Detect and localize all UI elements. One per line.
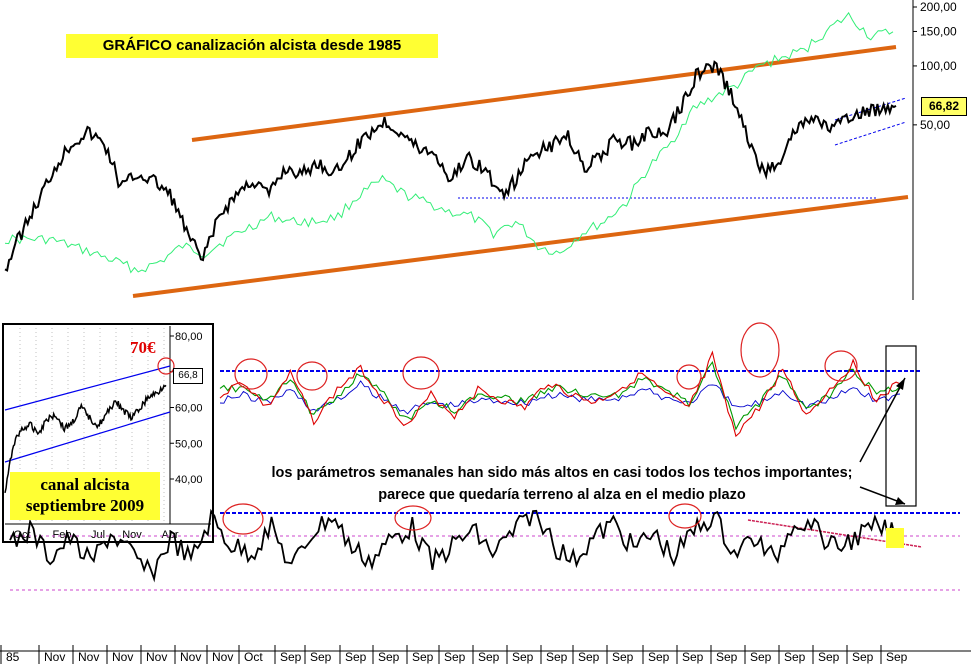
upper-channel-line — [191, 45, 897, 142]
inset-price-tick-label: 60,00 — [175, 403, 203, 415]
inset-price-tick-label: 50,00 — [175, 438, 203, 450]
time-tick-label: Sep — [648, 650, 670, 664]
time-tick-label: Sep — [512, 650, 534, 664]
oscillator-peak-circles — [234, 322, 858, 391]
time-tick-label: Sep — [852, 650, 874, 664]
oscillator2-peak-circles — [222, 503, 702, 535]
note-arrow-up-head — [896, 378, 905, 390]
price-series-line — [4, 60, 897, 272]
time-axis: 85 Nov Nov Nov Nov Nov Nov Oct Sep Sep Sep Sep Sep Se… — [0, 645, 908, 664]
inset-target-circle — [157, 357, 175, 375]
time-tick-label: Nov — [180, 650, 201, 664]
time-tick-label: Nov — [212, 650, 233, 664]
last-price-label: 66,82 — [921, 97, 967, 116]
time-tick-label: Oct — [244, 650, 263, 664]
time-tick-label: Sep — [612, 650, 634, 664]
inset-last-price-label: 66,8 — [173, 368, 203, 384]
short-channel-lower — [834, 121, 907, 146]
inset-price-line — [4, 384, 167, 494]
note-arrow-up — [859, 377, 906, 463]
analysis-note: los parámetros semanales han sido más al… — [271, 465, 853, 503]
time-tick-label: Sep — [750, 650, 772, 664]
time-tick-label: Sep — [886, 650, 908, 664]
time-tick-label: Nov — [112, 650, 133, 664]
oscillator-line — [219, 360, 901, 431]
time-tick-label: Sep — [345, 650, 367, 664]
price-tick-label: 50,00 — [920, 118, 950, 132]
time-tick-label: Sep — [478, 650, 500, 664]
price-series-group — [4, 11, 897, 274]
time-tick-label: Sep — [412, 650, 434, 664]
price-tick-label: 150,00 — [920, 24, 957, 38]
lower-channel-line — [132, 195, 909, 298]
inset-time-tick-label: Jul — [91, 529, 105, 541]
current-zone-box — [885, 345, 917, 507]
chart-title: GRÁFICO canalización alcista desde 1985 — [66, 34, 438, 58]
time-tick-label: Sep — [444, 650, 466, 664]
time-tick-label: Sep — [378, 650, 400, 664]
time-tick-label: 85 — [6, 650, 20, 664]
price-tick-label: 200,00 — [920, 0, 957, 14]
time-tick-label: Nov — [146, 650, 167, 664]
time-tick-label: Sep — [280, 650, 302, 664]
time-tick-label: Sep — [784, 650, 806, 664]
inset-channel-lower — [4, 411, 171, 463]
inset-caption: canal alcista septiembre 2009 — [10, 472, 160, 520]
green-series-line — [4, 11, 894, 274]
time-tick-label: Sep — [578, 650, 600, 664]
note-arrow-down-head — [895, 497, 905, 505]
oscillator-series-group — [219, 350, 901, 438]
time-tick-label: Sep — [546, 650, 568, 664]
inset-time-tick-label: Nov — [122, 529, 142, 541]
time-tick-label: Sep — [716, 650, 738, 664]
time-tick-label: Nov — [44, 650, 65, 664]
inset-price-tick-label: 40,00 — [175, 474, 203, 486]
oscillator2-current-highlight — [886, 528, 904, 548]
inset-target-annotation: 70€ — [130, 338, 156, 357]
time-tick-label: Sep — [682, 650, 704, 664]
oscillator2-line — [9, 508, 896, 583]
price-axis: 200,00 150,00 100,00 50,00 — [913, 0, 957, 132]
inset-channel-upper — [4, 365, 171, 411]
oscillator-line — [219, 350, 901, 438]
price-tick-label: 100,00 — [920, 59, 957, 73]
time-tick-label: Sep — [310, 650, 332, 664]
time-tick-label: Sep — [818, 650, 840, 664]
inset-price-tick-label: 80,00 — [175, 331, 203, 343]
oscillator2-series-group — [9, 508, 896, 583]
inset-series-group — [4, 384, 167, 494]
time-tick-label: Nov — [78, 650, 99, 664]
